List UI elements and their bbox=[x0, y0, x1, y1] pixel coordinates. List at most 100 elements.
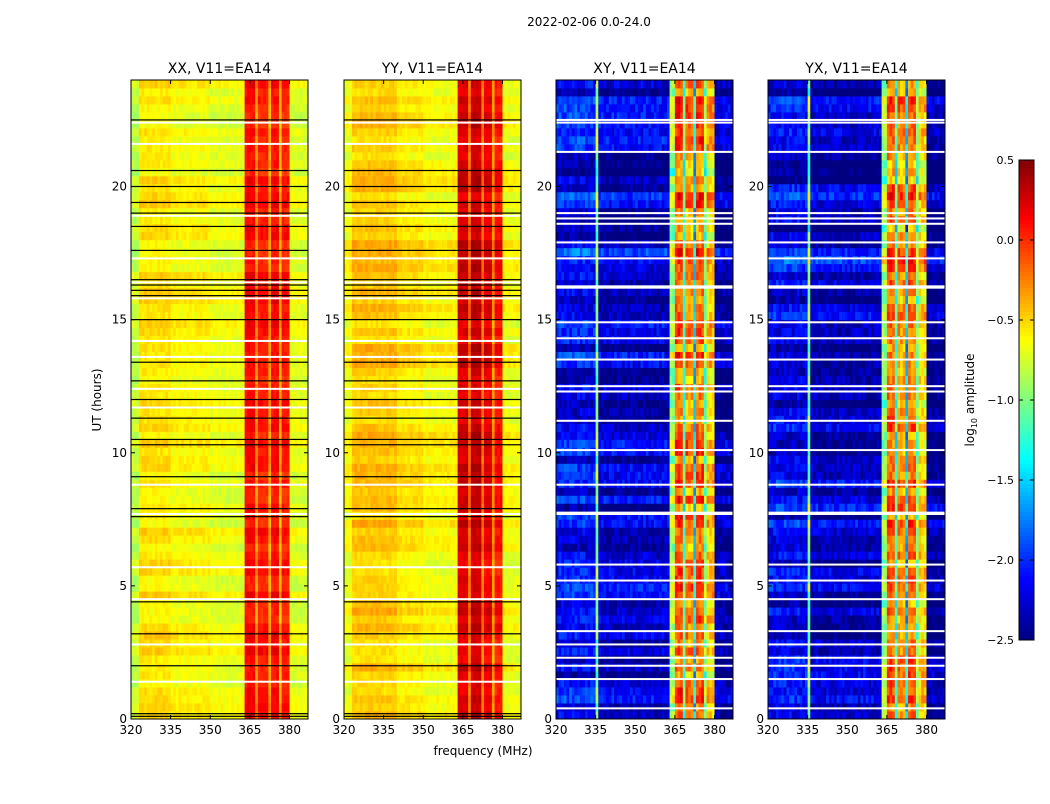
heatmap-cell bbox=[281, 551, 285, 560]
heatmap-cell bbox=[167, 295, 172, 305]
heatmap-cell bbox=[165, 695, 169, 704]
heatmap-cell bbox=[136, 351, 140, 360]
heatmap-cell bbox=[244, 183, 248, 193]
heatmap-cell bbox=[215, 551, 219, 560]
heatmap-cell bbox=[241, 127, 245, 137]
heatmap-cell bbox=[181, 575, 185, 584]
heatmap-cell bbox=[281, 223, 285, 233]
heatmap-cell bbox=[173, 199, 177, 209]
heatmap-cell bbox=[146, 327, 150, 336]
heatmap-cell bbox=[136, 143, 140, 153]
heatmap-cell bbox=[149, 359, 153, 368]
heatmap-cell bbox=[244, 479, 248, 488]
heatmap-cell bbox=[236, 487, 240, 496]
heatmap-cell bbox=[197, 671, 201, 680]
heatmap-cell bbox=[292, 543, 296, 552]
heatmap-cell bbox=[183, 479, 187, 488]
heatmap-cell bbox=[138, 679, 142, 688]
heatmap-cell bbox=[263, 255, 267, 265]
heatmap-cell bbox=[244, 455, 248, 464]
heatmap-cell bbox=[160, 623, 164, 632]
heatmap-cell bbox=[236, 583, 240, 592]
heatmap-cell bbox=[189, 223, 193, 233]
heatmap-cell bbox=[289, 567, 293, 576]
heatmap-cell bbox=[289, 575, 293, 584]
heatmap-cell bbox=[234, 175, 238, 185]
heatmap-cell bbox=[133, 271, 137, 281]
heatmap-cell bbox=[297, 703, 301, 712]
heatmap-cell bbox=[220, 423, 224, 432]
heatmap-cell bbox=[297, 175, 301, 185]
heatmap-cell bbox=[226, 631, 230, 640]
heatmap-cell bbox=[149, 303, 153, 313]
heatmap-cell bbox=[265, 263, 269, 273]
heatmap-cell bbox=[181, 511, 185, 520]
heatmap-cell bbox=[165, 143, 169, 153]
heatmap-cell bbox=[165, 663, 169, 672]
heatmap-cell bbox=[252, 631, 256, 640]
heatmap-cell bbox=[252, 311, 256, 321]
heatmap-cell bbox=[263, 295, 267, 305]
heatmap-cell bbox=[234, 623, 238, 632]
heatmap-cell bbox=[289, 527, 293, 536]
heatmap-cell bbox=[223, 159, 227, 169]
heatmap-cell bbox=[284, 263, 288, 273]
heatmap-cell bbox=[207, 303, 211, 313]
heatmap-cell bbox=[167, 279, 172, 289]
heatmap-cell bbox=[284, 391, 288, 400]
heatmap-cell bbox=[273, 255, 277, 265]
heatmap-cell bbox=[263, 391, 267, 400]
heatmap-cell bbox=[236, 127, 240, 137]
heatmap-cell bbox=[133, 671, 137, 680]
heatmap-cell bbox=[178, 711, 182, 720]
heatmap-cell bbox=[162, 151, 166, 161]
heatmap-cell bbox=[276, 511, 280, 520]
heatmap-cell bbox=[212, 383, 216, 392]
heatmap-cell bbox=[167, 199, 172, 209]
heatmap-cell bbox=[167, 287, 172, 297]
heatmap-cell bbox=[289, 503, 293, 512]
heatmap-cell bbox=[136, 279, 140, 289]
heatmap-cell bbox=[215, 647, 219, 656]
heatmap-cell bbox=[276, 447, 280, 456]
heatmap-cell bbox=[278, 687, 282, 696]
heatmap-cell bbox=[170, 247, 174, 257]
heatmap-cell bbox=[183, 367, 187, 376]
heatmap-cell bbox=[154, 503, 158, 512]
heatmap-cell bbox=[160, 199, 164, 209]
heatmap-cell bbox=[226, 471, 230, 480]
heatmap-cell bbox=[170, 575, 174, 584]
heatmap-cell bbox=[247, 647, 251, 656]
heatmap-cell bbox=[136, 495, 140, 504]
heatmap-cell bbox=[223, 255, 227, 265]
heatmap-cell bbox=[181, 183, 185, 193]
heatmap-cell bbox=[149, 119, 153, 129]
heatmap-cell bbox=[228, 191, 232, 201]
heatmap-cell bbox=[149, 639, 153, 648]
heatmap-cell bbox=[162, 423, 166, 432]
heatmap-cell bbox=[257, 303, 261, 313]
heatmap-cell bbox=[228, 583, 232, 592]
heatmap-cell bbox=[207, 271, 211, 281]
heatmap-cell bbox=[255, 471, 259, 480]
heatmap-cell bbox=[257, 367, 261, 376]
heatmap-cell bbox=[181, 703, 185, 712]
heatmap-cell bbox=[199, 671, 203, 680]
heatmap-cell bbox=[138, 599, 142, 608]
heatmap-cell bbox=[284, 311, 288, 321]
heatmap-cell bbox=[220, 511, 224, 520]
heatmap-cell bbox=[146, 471, 150, 480]
heatmap-cell bbox=[202, 671, 206, 680]
heatmap-cell bbox=[265, 479, 269, 488]
heatmap-cell bbox=[278, 327, 282, 336]
heatmap-cell bbox=[220, 639, 224, 648]
heatmap-cell bbox=[220, 271, 224, 281]
heatmap-cell bbox=[234, 183, 238, 193]
heatmap-cell bbox=[194, 335, 198, 344]
heatmap-cell bbox=[186, 311, 190, 321]
heatmap-cell bbox=[173, 695, 177, 704]
heatmap-cell bbox=[297, 359, 301, 368]
heatmap-cell bbox=[228, 319, 232, 329]
heatmap-cell bbox=[252, 191, 256, 201]
heatmap-cell bbox=[294, 503, 298, 512]
